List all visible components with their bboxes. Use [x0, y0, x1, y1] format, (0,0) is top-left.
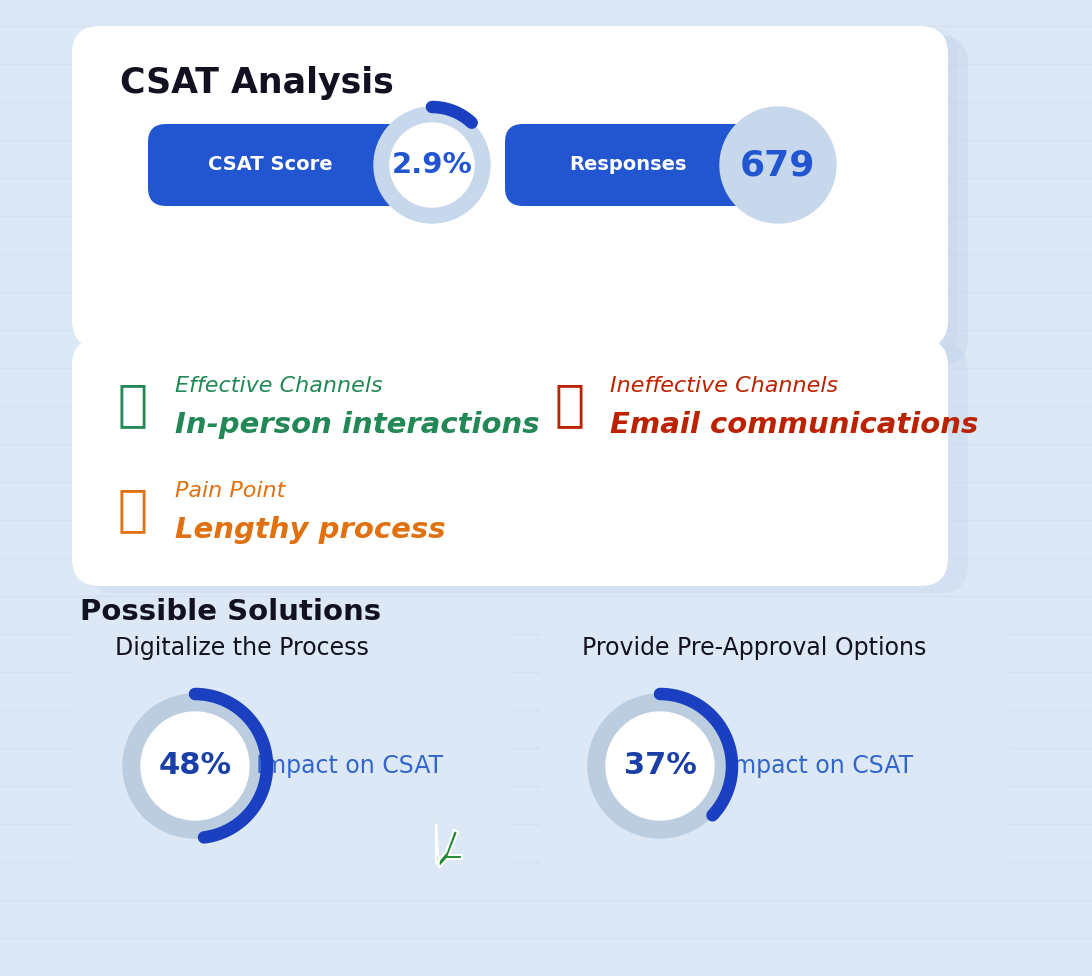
FancyBboxPatch shape — [72, 616, 512, 886]
FancyBboxPatch shape — [72, 26, 948, 348]
Text: 👎: 👎 — [555, 381, 585, 429]
Text: CSAT Analysis: CSAT Analysis — [120, 66, 394, 100]
Circle shape — [373, 107, 490, 223]
FancyBboxPatch shape — [149, 124, 434, 206]
Text: 679: 679 — [740, 148, 816, 182]
FancyBboxPatch shape — [72, 338, 948, 586]
Text: CSAT Score: CSAT Score — [207, 155, 332, 175]
Text: Effective Channels: Effective Channels — [175, 376, 382, 396]
FancyBboxPatch shape — [88, 343, 968, 593]
Text: Impact on CSAT: Impact on CSAT — [257, 754, 443, 778]
Text: Digitalize the Process: Digitalize the Process — [115, 636, 369, 660]
Text: Lengthy process: Lengthy process — [175, 516, 446, 544]
Text: 37%: 37% — [624, 752, 697, 781]
Text: 🎯: 🎯 — [118, 486, 149, 534]
Circle shape — [141, 712, 249, 820]
Text: Possible Solutions: Possible Solutions — [80, 598, 381, 626]
Circle shape — [736, 123, 820, 207]
Text: Impact on CSAT: Impact on CSAT — [726, 754, 914, 778]
Text: Ineffective Channels: Ineffective Channels — [610, 376, 839, 396]
Circle shape — [606, 712, 714, 820]
Polygon shape — [436, 824, 462, 868]
FancyBboxPatch shape — [505, 124, 775, 206]
Circle shape — [720, 107, 836, 223]
Text: In-person interactions: In-person interactions — [175, 411, 539, 439]
Text: Pain Point: Pain Point — [175, 481, 285, 501]
Circle shape — [390, 123, 474, 207]
Circle shape — [587, 694, 732, 838]
Text: Email communications: Email communications — [610, 411, 978, 439]
Text: 48%: 48% — [158, 752, 232, 781]
FancyBboxPatch shape — [541, 616, 1010, 886]
Text: Provide Pre-Approval Options: Provide Pre-Approval Options — [582, 636, 926, 660]
FancyBboxPatch shape — [88, 36, 968, 366]
Text: 👍: 👍 — [118, 381, 149, 429]
Text: 2.9%: 2.9% — [392, 151, 473, 179]
FancyBboxPatch shape — [78, 28, 958, 358]
Text: Responses: Responses — [569, 155, 687, 175]
Circle shape — [123, 694, 268, 838]
